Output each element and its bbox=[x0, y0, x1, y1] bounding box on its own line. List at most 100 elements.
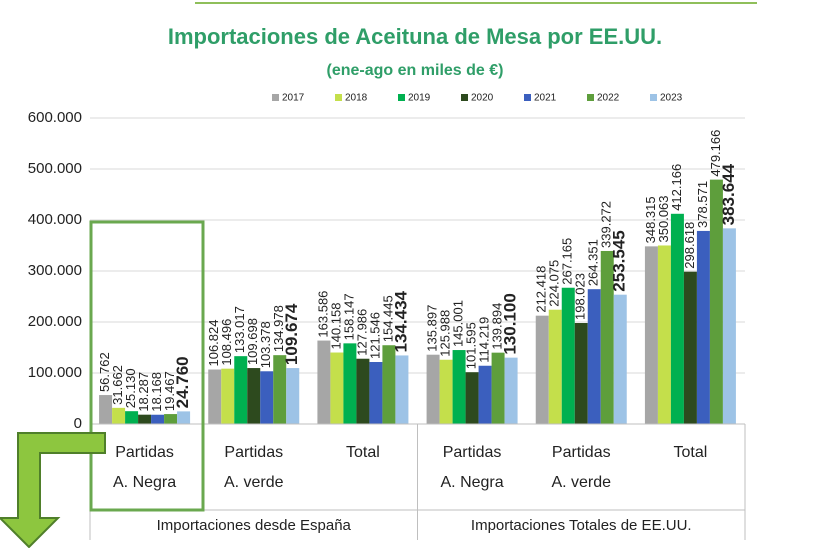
bar bbox=[208, 369, 222, 424]
data-label: 135.897 bbox=[425, 305, 440, 352]
data-label: 339.272 bbox=[599, 201, 614, 248]
y-tick-label: 300.000 bbox=[28, 262, 82, 279]
bar bbox=[548, 309, 562, 424]
bar bbox=[491, 352, 505, 424]
highlight-box bbox=[89, 220, 205, 512]
bar bbox=[273, 355, 287, 424]
x-tick-label: A. verde bbox=[551, 474, 611, 491]
chart-subtitle: (ene-ago en miles de €) bbox=[327, 62, 504, 79]
bar bbox=[317, 340, 331, 424]
y-tick-label: 100.000 bbox=[28, 364, 82, 381]
data-label: 18.168 bbox=[149, 372, 164, 412]
data-label: 479.166 bbox=[708, 130, 723, 177]
legend-swatch bbox=[335, 94, 342, 101]
data-label: 383.644 bbox=[719, 163, 738, 225]
legend-swatch bbox=[461, 94, 468, 101]
bar bbox=[247, 368, 261, 424]
data-label: 114.219 bbox=[477, 317, 492, 363]
bar bbox=[221, 368, 235, 424]
data-label: 56.762 bbox=[97, 352, 112, 392]
data-label: 140.158 bbox=[328, 303, 343, 350]
legend-label: 2022 bbox=[597, 93, 620, 104]
data-label: 130.100 bbox=[501, 293, 520, 354]
data-label: 103.378 bbox=[258, 321, 273, 368]
bar bbox=[369, 362, 383, 424]
x-tick-label: A. verde bbox=[224, 474, 284, 491]
legend-swatch bbox=[650, 94, 657, 101]
x-tick-label: Partidas bbox=[552, 444, 611, 461]
bar bbox=[670, 213, 684, 424]
data-label: 139.894 bbox=[490, 303, 505, 350]
data-label: 224.075 bbox=[547, 260, 562, 307]
bar bbox=[330, 352, 344, 424]
legend-label: 2018 bbox=[345, 93, 368, 104]
legend-swatch bbox=[587, 94, 594, 101]
data-label: 154.445 bbox=[380, 295, 395, 342]
x-tick-label: A. Negra bbox=[113, 474, 176, 491]
data-label: 134.434 bbox=[391, 290, 410, 352]
bar bbox=[99, 395, 113, 424]
x-tick-label: Partidas bbox=[443, 444, 502, 461]
data-label: 106.824 bbox=[206, 320, 221, 367]
data-label: 264.351 bbox=[586, 239, 601, 286]
bar bbox=[260, 371, 274, 424]
bar bbox=[587, 289, 601, 424]
legend-swatch bbox=[524, 94, 531, 101]
data-label: 127.986 bbox=[354, 309, 369, 356]
y-tick-label: 400.000 bbox=[28, 211, 82, 228]
x-tick-label: Partidas bbox=[224, 444, 283, 461]
data-label: 109.674 bbox=[282, 303, 301, 365]
y-tick-label: 600.000 bbox=[28, 109, 82, 126]
bar bbox=[112, 407, 126, 424]
data-label: 158.147 bbox=[341, 293, 356, 340]
data-label: 350.063 bbox=[656, 195, 671, 242]
y-tick-label: 200.000 bbox=[28, 313, 82, 330]
bar bbox=[613, 294, 627, 424]
data-label: 108.496 bbox=[219, 319, 234, 366]
bar bbox=[722, 228, 736, 424]
y-tick-label: 0 bbox=[74, 415, 82, 432]
bar bbox=[478, 365, 492, 424]
legend-swatch bbox=[272, 94, 279, 101]
bar bbox=[696, 230, 710, 424]
bar bbox=[151, 414, 165, 424]
x-tick-label: Total bbox=[674, 444, 708, 461]
bar bbox=[138, 414, 152, 424]
data-label: 198.023 bbox=[573, 273, 588, 320]
bar bbox=[177, 411, 191, 424]
bar bbox=[535, 315, 549, 424]
bar bbox=[395, 355, 409, 424]
bar bbox=[343, 343, 357, 424]
data-label: 31.662 bbox=[110, 365, 125, 405]
data-label: 163.586 bbox=[315, 291, 330, 338]
bar bbox=[426, 354, 440, 424]
data-label: 125.988 bbox=[438, 310, 453, 357]
bar bbox=[504, 357, 518, 424]
bar bbox=[465, 372, 479, 424]
x-tick-label: Total bbox=[346, 444, 380, 461]
legend-label: 2023 bbox=[660, 93, 683, 104]
data-label: 121.546 bbox=[367, 312, 382, 359]
bar bbox=[439, 359, 453, 424]
data-label: 18.287 bbox=[136, 372, 151, 412]
x-tick-label: Partidas bbox=[115, 444, 174, 461]
data-label: 348.315 bbox=[643, 196, 658, 243]
data-label: 19.467 bbox=[162, 371, 177, 411]
arrow bbox=[0, 432, 106, 548]
data-label: 267.165 bbox=[560, 238, 575, 285]
bar bbox=[382, 345, 396, 424]
bar bbox=[657, 245, 671, 424]
data-label: 298.618 bbox=[682, 222, 697, 269]
bar bbox=[561, 287, 575, 424]
data-label: 25.130 bbox=[123, 368, 138, 408]
data-label: 101.595 bbox=[464, 322, 479, 369]
bar bbox=[356, 358, 370, 424]
bar bbox=[164, 414, 178, 424]
data-label: 378.571 bbox=[695, 181, 710, 228]
data-label: 134.978 bbox=[271, 305, 286, 352]
chart-title: Importaciones de Aceituna de Mesa por EE… bbox=[168, 24, 662, 49]
data-label: 145.001 bbox=[451, 300, 466, 347]
group-label: Importaciones Totales de EE.UU. bbox=[471, 517, 692, 534]
bar bbox=[709, 179, 723, 424]
